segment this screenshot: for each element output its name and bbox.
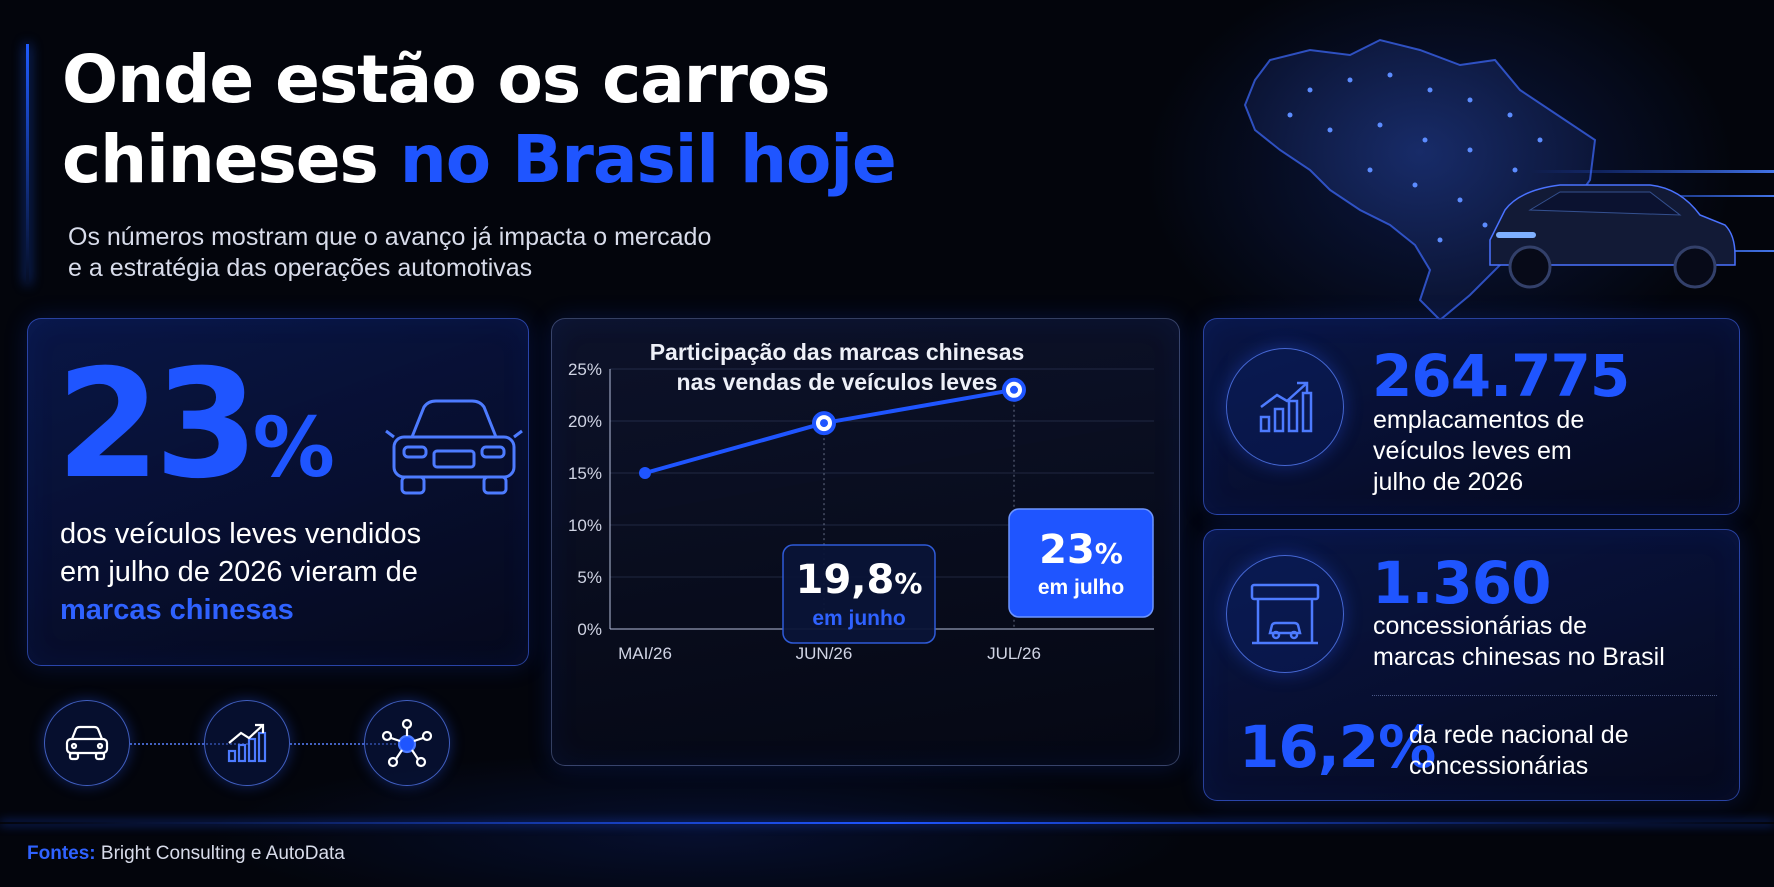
highlight-desc-line1: dos veículos leves vendidos [60,518,422,550]
x-tick-label: MAI/26 [618,644,672,663]
highlight-desc-line2: em julho de 2026 vieram de [60,556,418,588]
y-tick-label: 20% [568,412,602,431]
chart-title-line2: nas vendas de veículos leves [676,369,998,395]
sources-text: Bright Consulting e AutoData [100,843,345,864]
suv-illustration [1489,184,1736,289]
chart-card: Participação das marcas chinesas nas ven… [551,318,1180,766]
annotation-value: 23% [1039,527,1123,573]
network-share-label-line2: concessionárias [1409,752,1589,780]
network-share-unit: % [1378,713,1436,781]
chart-title-line1: Participação das marcas chinesas [649,339,1025,365]
subtitle-line1: Os números mostram que o avanço já impac… [68,223,712,251]
divider [1372,695,1717,696]
dealerships-card: 1.360 concessionárias de marcas chinesas… [1203,529,1740,801]
icon-row [42,700,452,790]
growth-chart-icon [1226,348,1344,466]
dealerships-label-line1: concessionárias de [1373,612,1588,640]
title-line2-white: chineses [62,121,379,198]
subtitle-line2: e a estratégia das operações automotivas [68,254,533,282]
x-tick-label: JUL/26 [987,644,1041,663]
chart-title: Participação das marcas chinesas nas ven… [552,337,1122,397]
data-point-core [820,419,828,428]
highlight-desc-emphasis: marcas chinesas [60,594,294,626]
data-point-core [1010,385,1018,394]
network-share-label: da rede nacional de concessionárias [1409,720,1729,782]
y-tick-label: 15% [568,464,602,483]
title-line2-blue: no Brasil hoje [399,121,897,198]
line-chart: 0%5%10%15%20%25%MAI/26 JUN/26 JUL/2619,8%e… [568,360,1154,663]
annotation-box [782,544,936,644]
connector-line [290,743,408,745]
network-share-value: 16,2% [1239,713,1436,781]
brazil-map-illustration [1243,38,1774,320]
data-point [639,467,651,479]
registrations-label-line3: julho de 2026 [1373,468,1524,496]
y-tick-label: 5% [577,568,602,587]
page-subtitle: Os números mostram que o avanço já impac… [68,222,828,284]
network-share-number: 16,2 [1239,713,1379,781]
dealerships-value: 1.360 [1372,549,1551,617]
accent-bar [26,44,29,284]
highlight-description: dos veículos leves vendidos em julho de … [60,515,460,629]
title-line1: Onde estão os carros [62,41,831,118]
growth-chart-icon [204,700,290,786]
x-tick-label: JUN/26 [796,644,853,663]
footer-glow-line [0,822,1774,824]
annotation-unit: % [1095,537,1123,570]
y-tick-label: 10% [568,516,602,535]
registrations-label: emplacamentos de veículos leves em julho… [1373,405,1723,498]
dealerships-label: concessionárias de marcas chinesas no Br… [1373,611,1723,673]
highlight-value: 23% [56,345,335,529]
sources-label: Fontes: [27,843,96,864]
registrations-value: 264.775 [1372,342,1630,410]
registrations-card: 264.775 emplacamentos de veículos leves … [1203,318,1740,515]
annotation-box [1008,508,1154,618]
sources: Fontes: Bright Consulting e AutoData [27,843,345,865]
page-title: Onde estão os carros chineses no Brasil … [62,40,962,200]
highlight-unit: % [252,401,335,496]
connector-line [130,743,248,745]
annotation-unit: % [894,567,922,600]
dealerships-label-line2: marcas chinesas no Brasil [1373,643,1665,671]
annotation-label: em julho [1038,576,1124,599]
annotation-label: em junho [812,607,905,630]
dealership-icon [1226,555,1344,673]
y-tick-label: 0% [577,620,602,639]
network-icon [364,700,450,786]
highlight-number: 23 [56,338,259,512]
highlight-card: 23% dos veículos leves vendidos em julho… [27,318,529,666]
registrations-label-line1: emplacamentos de [1373,406,1585,434]
car-front-icon [385,399,523,495]
network-share-label-line1: da rede nacional de [1409,721,1629,749]
car-front-icon [44,700,130,786]
registrations-label-line2: veículos leves em [1373,437,1572,465]
y-tick-label: 25% [568,360,602,379]
